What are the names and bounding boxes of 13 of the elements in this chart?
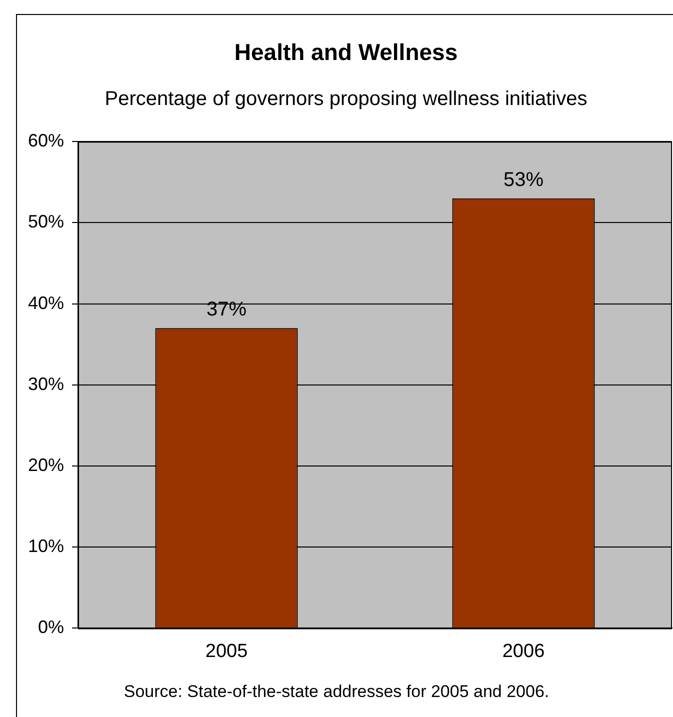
y-tick-label: 30%	[28, 374, 64, 394]
y-tick-label: 60%	[28, 130, 64, 151]
x-tick-label: 2005	[205, 640, 248, 662]
x-tick-label: 2006	[502, 640, 545, 662]
source-note: Source: State-of-the-state addresses for 2005 and 2006.	[122, 682, 550, 702]
y-tick-label: 50%	[28, 212, 64, 232]
data-label: 53%	[503, 168, 544, 191]
y-tick-label: 10%	[28, 536, 64, 556]
chart-title: Health and Wellness	[234, 39, 458, 66]
y-tick-label: 0%	[38, 617, 64, 638]
chart-subtitle: Percentage of governors proposing wellness initiatives	[104, 88, 588, 110]
y-tick-label: 20%	[28, 454, 64, 475]
y-tick-label: 40%	[28, 292, 64, 313]
